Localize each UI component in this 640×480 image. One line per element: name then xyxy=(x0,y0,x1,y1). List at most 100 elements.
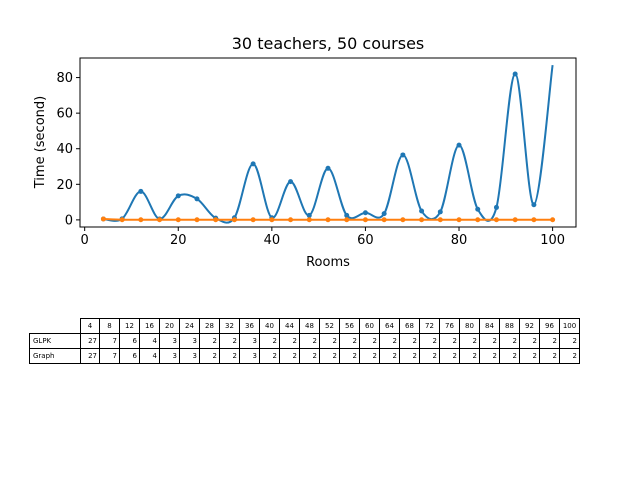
table-cell: 2 xyxy=(439,348,460,364)
x-tick-label: 20 xyxy=(170,233,187,248)
series-1-point xyxy=(306,212,312,218)
series-2-point xyxy=(231,217,237,223)
plot-frame xyxy=(79,57,577,228)
x-axis-ticks: 0 20 40 60 80 100 xyxy=(81,227,565,248)
table-column-header: 32 xyxy=(219,318,240,334)
table-cell: 2 xyxy=(559,348,580,364)
table-column-header: 44 xyxy=(279,318,300,334)
data-table: 4 8 12 16 20 24 28 32 36 40 44 48 52 56 60 64 68 72 76 80 84… xyxy=(29,318,580,364)
table-cell: 3 xyxy=(159,348,180,364)
y-tick-label: 80 xyxy=(56,71,73,86)
table-cell: 2 xyxy=(359,348,380,364)
series-2-point xyxy=(157,217,163,223)
x-tick-label: 60 xyxy=(357,233,374,248)
table-row: Graph 27 7 6 4 3 3 2 2 3 2 2 2 2 2 2 2 2 2 2 2 2 2 2 2 2 xyxy=(29,348,580,364)
table-column-header: 4 xyxy=(80,318,100,334)
series-2-point xyxy=(531,217,537,223)
table-column-header: 24 xyxy=(179,318,200,334)
series-layer xyxy=(100,64,556,224)
table-column-header: 84 xyxy=(479,318,500,334)
series-1-point xyxy=(512,71,518,77)
series-2-point xyxy=(419,217,425,223)
y-axis-label: Time (second) xyxy=(33,96,48,189)
x-tick-label: 80 xyxy=(451,233,468,248)
series-1-point xyxy=(437,209,443,215)
series-1-point xyxy=(325,165,331,171)
table-column-header: 56 xyxy=(339,318,360,334)
table-cell: 2 xyxy=(379,333,400,349)
table-cell: 2 xyxy=(279,333,300,349)
table-column-header: 48 xyxy=(299,318,320,334)
table-cell: 6 xyxy=(119,333,140,349)
table-cell: 2 xyxy=(419,333,440,349)
series-2-point xyxy=(362,217,368,223)
chart-title: 30 teachers, 50 courses xyxy=(232,34,425,53)
series-2-point xyxy=(269,217,275,223)
table-cell: 2 xyxy=(519,333,540,349)
table-cell: 2 xyxy=(379,348,400,364)
series-2-point xyxy=(456,217,462,223)
series-2-point xyxy=(175,217,181,223)
table-cell: 2 xyxy=(459,348,480,364)
table-column-header: 20 xyxy=(159,318,180,334)
table-column-header: 88 xyxy=(499,318,520,334)
table-column-header: 72 xyxy=(419,318,440,334)
table-cell: 2 xyxy=(339,333,360,349)
table-column-header: 68 xyxy=(399,318,420,334)
table-cell: 2 xyxy=(319,348,340,364)
table-cell: 27 xyxy=(80,348,100,364)
series-2-point xyxy=(512,217,518,223)
table-cell: 2 xyxy=(399,333,420,349)
x-tick-label: 100 xyxy=(540,233,565,248)
table-cell: 2 xyxy=(279,348,300,364)
table-cell: 2 xyxy=(479,333,500,349)
series-1-point xyxy=(194,196,200,202)
series-2-point xyxy=(194,217,200,223)
table-cell: 7 xyxy=(99,333,120,349)
table-cell: 2 xyxy=(299,348,320,364)
table-column-header: 40 xyxy=(259,318,280,334)
series-1-point xyxy=(288,179,294,185)
table-cell: 2 xyxy=(319,333,340,349)
table-cell: 3 xyxy=(179,348,200,364)
series-1-point xyxy=(493,204,499,210)
table-cell: 2 xyxy=(439,333,460,349)
table-cell: 2 xyxy=(399,348,420,364)
table-cell: 2 xyxy=(359,333,380,349)
series-1-point xyxy=(138,188,144,194)
table-row: GLPK 27 7 6 4 3 3 2 2 3 2 2 2 2 2 2 2 2 2 2 2 2 2 2 2 2 xyxy=(29,333,580,349)
table-cell: 2 xyxy=(479,348,500,364)
table-cell: 3 xyxy=(239,333,260,349)
table-cell: 2 xyxy=(499,333,520,349)
table-column-header: 92 xyxy=(519,318,540,334)
table-row-label: Graph xyxy=(29,348,81,364)
table-cell: 3 xyxy=(239,348,260,364)
table-cell: 2 xyxy=(219,348,240,364)
table-cell: 2 xyxy=(339,348,360,364)
series-2-point xyxy=(288,217,294,223)
table-cell: 2 xyxy=(419,348,440,364)
table-cell: 2 xyxy=(259,333,280,349)
table-column-header: 60 xyxy=(359,318,380,334)
series-2-point xyxy=(119,217,125,223)
x-axis-label: Rooms xyxy=(306,255,350,270)
table-column-header: 100 xyxy=(559,318,580,334)
series-2-point xyxy=(344,217,350,223)
series-2-point xyxy=(437,217,443,223)
table-column-header: 28 xyxy=(199,318,220,334)
table-cell: 2 xyxy=(499,348,520,364)
table-column-header: 52 xyxy=(319,318,340,334)
series-1-point xyxy=(419,208,425,214)
series-1-point xyxy=(344,212,350,218)
table-column-header: 64 xyxy=(379,318,400,334)
y-axis-ticks: 0 20 40 60 80 xyxy=(56,71,80,228)
y-tick-label: 60 xyxy=(56,107,73,122)
x-tick-label: 0 xyxy=(81,233,89,248)
series-2-point xyxy=(325,217,331,223)
series-2-point xyxy=(381,217,387,223)
series-2-point xyxy=(400,217,406,223)
table-cell: 3 xyxy=(179,333,200,349)
table-cell: 2 xyxy=(519,348,540,364)
table-cell: 2 xyxy=(199,348,220,364)
series-1-point xyxy=(456,142,462,148)
